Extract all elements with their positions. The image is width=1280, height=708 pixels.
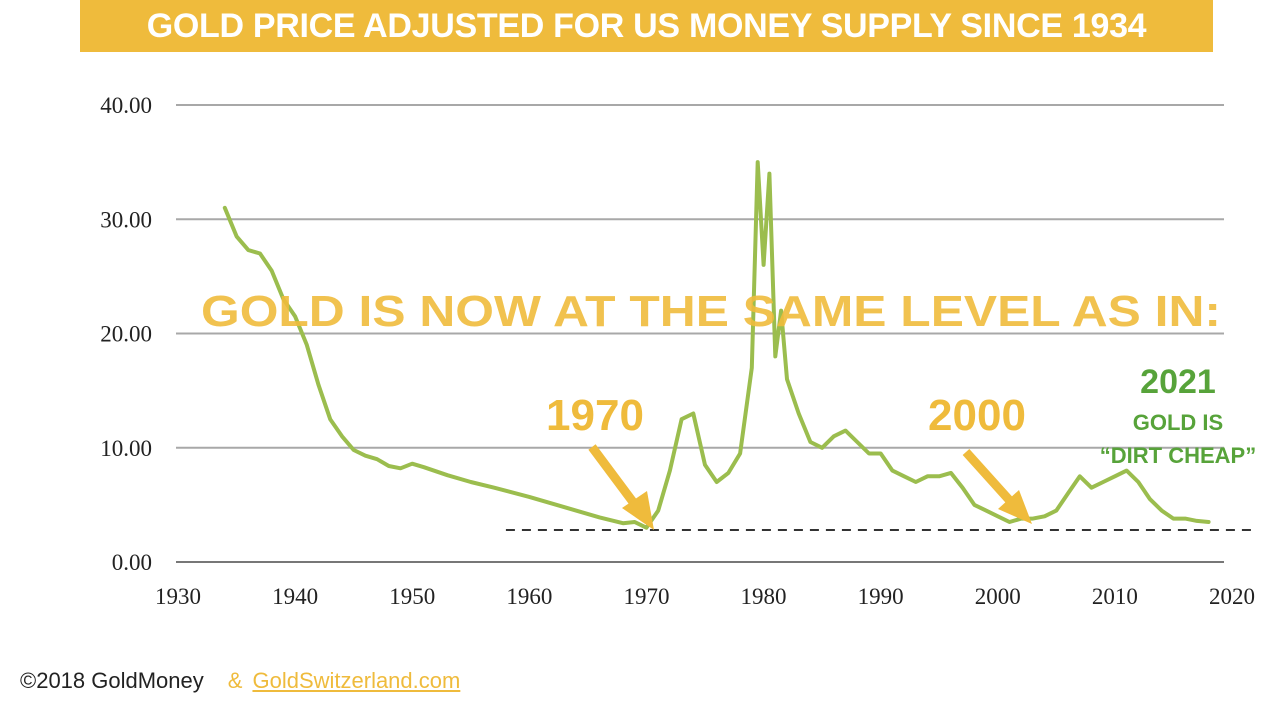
label-dirt-cheap: “DIRT CHEAP” bbox=[1100, 443, 1256, 468]
x-tick-label: 1930 bbox=[155, 584, 201, 609]
y-tick-label: 10.00 bbox=[100, 436, 152, 461]
x-axis-ticks: 1930 1940 1950 1960 1970 1980 1990 2000 2010 2020 bbox=[155, 584, 1255, 609]
grid-layer bbox=[176, 104, 1224, 563]
arrow-1970-icon bbox=[588, 444, 654, 530]
x-tick-label: 2010 bbox=[1092, 584, 1138, 609]
y-axis-ticks: 0.00 10.00 20.00 30.00 40.00 bbox=[100, 93, 152, 575]
label-2021: 2021 bbox=[1140, 363, 1216, 401]
arrow-2000-icon bbox=[962, 448, 1032, 524]
series-line-gold-price bbox=[222, 160, 1211, 530]
x-tick-label: 1990 bbox=[858, 584, 904, 609]
label-gold-is: GOLD IS bbox=[1133, 410, 1223, 435]
x-tick-label: 1980 bbox=[741, 584, 787, 609]
footer-ampersand: & bbox=[227, 668, 243, 693]
x-tick-label: 1950 bbox=[389, 584, 435, 609]
footer: ©2018 GoldMoney & GoldSwitzerland.com bbox=[20, 668, 460, 700]
x-tick-label: 1970 bbox=[623, 584, 669, 609]
label-2000: 2000 bbox=[928, 391, 1026, 440]
y-tick-label: 0.00 bbox=[112, 550, 152, 575]
copyright-text: ©2018 GoldMoney bbox=[20, 668, 204, 693]
x-tick-label: 2020 bbox=[1209, 584, 1255, 609]
chart-title: GOLD PRICE ADJUSTED FOR US MONEY SUPPLY … bbox=[80, 0, 1213, 52]
site-link[interactable]: GoldSwitzerland.com bbox=[252, 668, 461, 693]
label-1970: 1970 bbox=[546, 391, 644, 440]
x-tick-label: 1940 bbox=[272, 584, 318, 609]
y-tick-label: 30.00 bbox=[100, 207, 152, 232]
y-tick-label: 40.00 bbox=[100, 93, 152, 118]
x-tick-label: 1960 bbox=[506, 584, 552, 609]
headline-annotation: GOLD IS NOW AT THE SAME LEVEL AS IN: bbox=[201, 287, 1221, 336]
x-tick-label: 2000 bbox=[975, 584, 1021, 609]
y-tick-label: 20.00 bbox=[100, 322, 152, 347]
